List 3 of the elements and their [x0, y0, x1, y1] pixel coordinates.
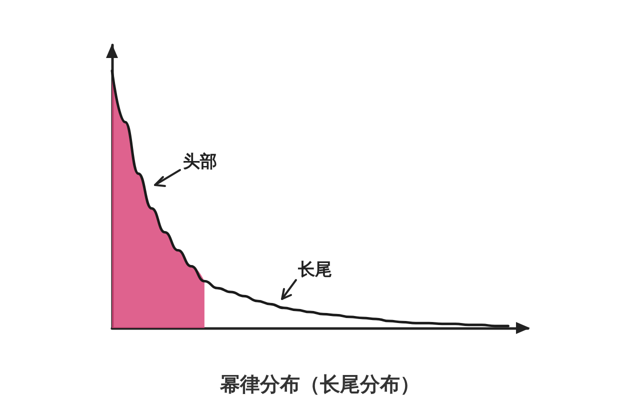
- annotation: 长尾: [298, 259, 332, 281]
- text: 幂律分布（长尾分布）: [219, 372, 420, 396]
- annotation: 头部: [183, 151, 217, 173]
